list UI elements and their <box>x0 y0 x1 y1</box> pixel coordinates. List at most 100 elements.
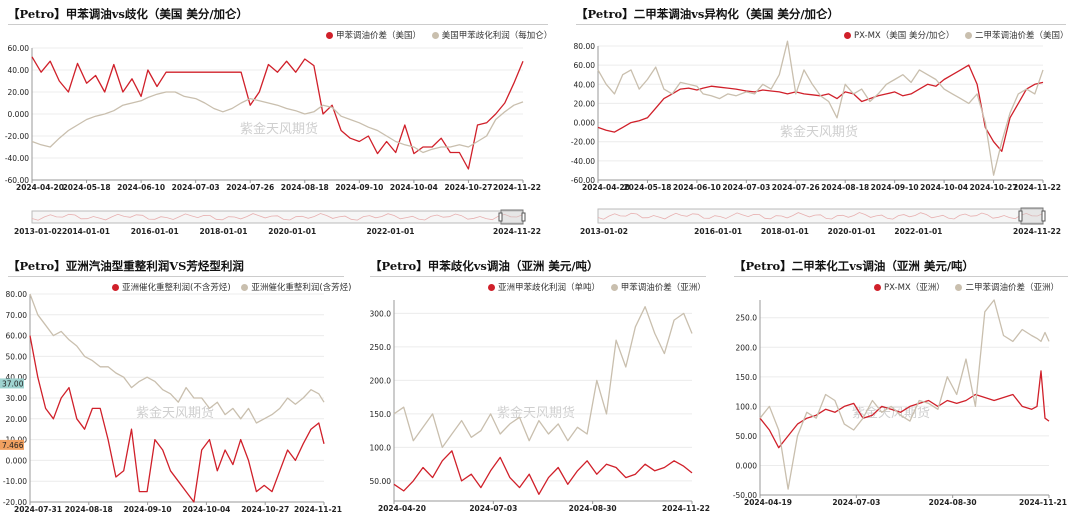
end-value-label: 7.466 <box>2 441 24 450</box>
legend-dot <box>874 284 881 291</box>
chart-svg: 紫金天风期货 250.0 200.0 150.0 100.0 50.00 0.000 -50… <box>733 299 1067 507</box>
series-line-primary <box>29 335 325 503</box>
navigator-handle-left[interactable] <box>1018 210 1023 222</box>
x-tick-label: 2024-09-10 <box>124 505 172 514</box>
y-tick-label: -20.00 <box>571 138 595 147</box>
navigator-preview <box>597 212 1044 220</box>
legend-label: 亚洲甲苯歧化利润（单吨） <box>498 283 601 293</box>
x-tick-label: 2024-07-03 <box>722 183 770 192</box>
y-tick-label: 150.0 <box>736 373 758 382</box>
x-tick-label: 2024-09-10 <box>335 183 383 192</box>
y-tick-label: 60.00 <box>574 61 596 70</box>
series-line-secondary <box>29 293 325 424</box>
series-line-secondary <box>597 40 1044 176</box>
series-line-primary <box>393 450 693 495</box>
navigator-handle-right[interactable] <box>521 212 526 222</box>
navigator-date-label: 2013-01-02 <box>14 227 62 236</box>
x-tick-label: 2024-10-27 <box>970 183 1018 192</box>
legend-label: 甲苯调油价差（亚洲） <box>620 283 706 293</box>
navigator-handle-right[interactable] <box>1041 210 1046 222</box>
legend-label: 二甲苯调油价差（亚洲） <box>965 283 1059 293</box>
title-rule <box>8 276 344 277</box>
y-tick-label: 150.0 <box>370 410 392 419</box>
navigator-date-label: 2020-01-01 <box>268 227 316 236</box>
y-tick-label: -40.00 <box>5 154 29 163</box>
navigator-handle-left[interactable] <box>498 212 503 222</box>
y-tick-label: 60.00 <box>8 44 30 53</box>
y-tick-label: -40.00 <box>571 157 595 166</box>
navigator-selection[interactable] <box>1020 207 1044 225</box>
legend-item[interactable]: PX-MX（美国 美分/加仑） <box>844 29 954 41</box>
y-tick-label: 50.00 <box>736 432 758 441</box>
x-tick-label: 2024-04-19 <box>744 498 792 507</box>
navigator-date-label: 2018-01-01 <box>761 227 809 236</box>
panel-title: 【Petro】甲苯歧化vs调油（亚洲 美元/吨） <box>370 259 599 273</box>
legend-dot <box>431 32 439 39</box>
x-tick-label: 2024-04-20 <box>582 183 630 192</box>
legend-item[interactable]: 美国甲苯歧化利润（每加仑） <box>431 29 553 41</box>
y-tick-label: 40.00 <box>574 80 596 89</box>
series-line-secondary <box>759 299 1050 490</box>
watermark: 紫金天风期货 <box>497 405 575 421</box>
watermark: 紫金天风期货 <box>136 405 214 421</box>
y-tick-label: 70.00 <box>6 311 28 320</box>
navigator-date-label: 2024-11-22 <box>1013 227 1061 236</box>
y-tick-label: 50.00 <box>370 477 392 486</box>
x-tick-label: 2024-09-10 <box>871 183 919 192</box>
legend: 甲苯调油价差（美国） 美国甲苯歧化利润（每加仑） <box>318 29 552 41</box>
legend: PX-MX（亚洲） 二甲苯调油价差（亚洲） <box>866 281 1059 293</box>
chart-svg: 紫金天风期货 80.00 70.00 60.00 50.00 40.00 30.00 20.… <box>0 290 342 514</box>
legend-dot <box>488 284 495 291</box>
legend: 亚洲甲苯歧化利润（单吨） 甲苯调油价差（亚洲） <box>480 281 706 293</box>
x-tick-label: 2024-07-31 <box>14 505 62 514</box>
title-rule <box>734 276 1068 277</box>
legend-item[interactable]: 甲苯调油价差（美国） <box>326 29 421 41</box>
x-tick-label: 2024-10-04 <box>182 505 230 514</box>
y-tick-label: 300.0 <box>370 309 392 318</box>
legend-item[interactable]: 亚洲甲苯歧化利润（单吨） <box>488 281 600 293</box>
y-tick-label: -20.00 <box>5 132 29 141</box>
navigator-selection[interactable] <box>500 209 524 225</box>
x-tick-label: 2024-05-18 <box>623 183 671 192</box>
legend-label: 甲苯调油价差（美国） <box>336 31 422 41</box>
y-tick-label: -20.00 <box>3 498 27 507</box>
legend-item[interactable]: 亚洲催化重整利润(含芳烃) <box>241 281 351 293</box>
panel-toluene-us: 【Petro】甲苯调油vs歧化（美国 美分/加仑） 甲苯调油价差（美国） 美国甲… <box>0 0 560 247</box>
navigator-date-label: 2014-01-01 <box>62 227 110 236</box>
navigator-preview <box>31 213 524 221</box>
legend-item[interactable]: PX-MX（亚洲） <box>874 281 945 293</box>
x-tick-label: 2024-11-22 <box>662 504 710 513</box>
chart-svg: 紫金天风期货 60.00 40.00 20.00 0.000 -20.00 -40.00 -… <box>5 44 541 236</box>
x-tick-label: 2024-11-22 <box>493 183 541 192</box>
x-tick-label: 2024-11-21 <box>1019 498 1067 507</box>
x-tick-label: 2024-06-10 <box>673 183 721 192</box>
end-value-box <box>0 439 24 450</box>
range-navigator[interactable] <box>597 207 1046 225</box>
x-tick-label: 2024-07-03 <box>172 183 220 192</box>
x-tick-label: 2024-08-18 <box>65 505 113 514</box>
legend-item[interactable]: 二甲苯调油价差（美国） <box>965 29 1069 41</box>
legend: 亚洲催化重整利润(不含芳烃) 亚洲催化重整利润(含芳烃) <box>104 281 351 293</box>
legend-item[interactable]: 二甲苯调油价差（亚洲） <box>955 281 1059 293</box>
title-rule <box>8 24 548 25</box>
watermark: 紫金天风期货 <box>780 124 858 140</box>
y-tick-label: 40.00 <box>6 373 28 382</box>
y-tick-label: 80.00 <box>574 42 596 51</box>
series-line-primary <box>31 56 524 170</box>
range-navigator[interactable] <box>31 209 526 225</box>
x-tick-label: 2024-08-30 <box>929 498 977 507</box>
legend-item[interactable]: 甲苯调油价差（亚洲） <box>610 281 706 293</box>
legend-dot <box>241 284 249 291</box>
x-tick-label: 2024-10-27 <box>241 505 289 514</box>
legend-label: PX-MX（亚洲） <box>884 283 945 293</box>
watermark: 紫金天风期货 <box>240 121 318 137</box>
y-tick-label: -10.00 <box>3 477 27 486</box>
legend-label: 美国甲苯歧化利润（每加仑） <box>441 31 553 41</box>
title-rule <box>370 276 706 277</box>
navigator-date-label: 2016-01-01 <box>694 227 742 236</box>
legend-dot <box>112 284 119 291</box>
legend-dot <box>610 284 618 291</box>
legend-item[interactable]: 亚洲催化重整利润(不含芳烃) <box>112 281 231 293</box>
navigator-date-label: 2022-01-01 <box>366 227 414 236</box>
y-tick-label: 60.00 <box>6 332 28 341</box>
